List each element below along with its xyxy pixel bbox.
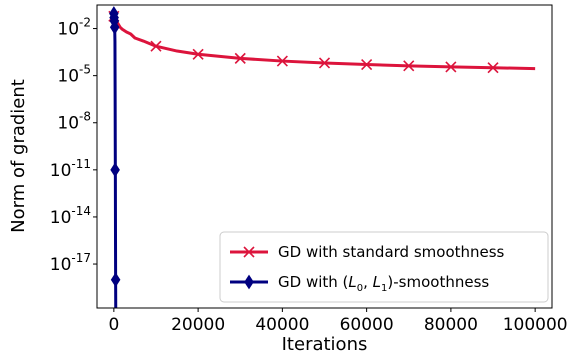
data-point-marker [110, 272, 121, 288]
legend-entry-l0-l1: GD with (L0, L1)-smoothness [230, 273, 489, 294]
legend-marker [244, 274, 254, 290]
series-l0-l1-smoothness [109, 6, 121, 308]
data-point-marker [318, 57, 331, 69]
legend-box [219, 231, 549, 303]
data-point-marker [192, 48, 204, 60]
data-point-marker [361, 58, 373, 71]
data-point-marker [150, 40, 162, 52]
legend-label: GD with standard smoothness [278, 243, 505, 261]
x-tick-label: 40000 [255, 315, 309, 335]
x-axis-label: Iterations [282, 334, 368, 355]
data-point-marker [487, 62, 499, 74]
x-tick-label: 20000 [171, 315, 225, 335]
data-point-marker [276, 55, 288, 67]
y-tick-label: 10-5 [57, 63, 91, 87]
legend: GD with standard smoothness GD with (L0, … [219, 231, 549, 303]
legend-label: GD with (L0, L1)-smoothness [278, 273, 489, 294]
y-tick-label: 10-2 [57, 16, 91, 40]
x-tick-label: 100000 [503, 315, 568, 335]
y-tick-label: 10-11 [50, 157, 91, 181]
y-tick-label: 10-17 [50, 251, 91, 275]
data-point-marker [403, 60, 415, 72]
x-tick-label: 80000 [424, 315, 478, 335]
legend-entry-standard: GD with standard smoothness [230, 243, 505, 261]
data-point-marker [234, 52, 246, 64]
y-axis: 10-2 10-5 10-8 10-11 10-14 10-17 [50, 16, 97, 275]
y-tick-label: 10-14 [50, 204, 91, 228]
y-tick-label: 10-8 [57, 110, 91, 134]
series-line [112, 13, 118, 308]
data-point-marker [110, 162, 120, 178]
x-tick-label: 0 [108, 315, 119, 335]
y-axis-label: Norm of gradient [8, 79, 29, 233]
x-axis: 0 20000 40000 60000 80000 100000 [108, 308, 568, 335]
data-point-marker [445, 61, 457, 73]
legend-marker [243, 246, 255, 258]
data-point-marker [109, 19, 120, 35]
x-tick-label: 60000 [340, 315, 394, 335]
plot-frame [96, 4, 553, 309]
